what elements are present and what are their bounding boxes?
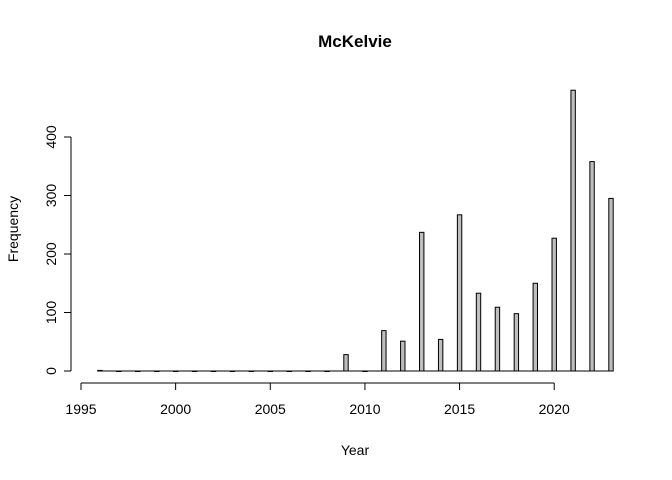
bar-2015 [456, 214, 463, 372]
x-tick-label-2015: 2015 [444, 401, 475, 417]
x-tick-label-1995: 1995 [65, 401, 96, 417]
y-tick-label-400: 400 [43, 125, 59, 149]
x-tick-label-2005: 2005 [255, 401, 286, 417]
bar-2018 [513, 313, 520, 372]
bar-2019 [532, 282, 538, 372]
y-axis-ticks: 0 100 200 300 400 [43, 125, 71, 375]
x-axis-label: Year [341, 442, 370, 458]
y-tick-label-100: 100 [43, 301, 59, 325]
y-tick-label-0: 0 [43, 367, 59, 375]
y-tick-label-300: 300 [43, 184, 59, 208]
bar-2023 [608, 197, 614, 372]
bar-2011 [381, 330, 387, 372]
x-tick-label-2020: 2020 [539, 401, 570, 417]
bar-2014 [437, 338, 444, 372]
plot-area [97, 89, 614, 372]
bar-2009 [343, 354, 349, 372]
bar-2012 [400, 340, 406, 372]
x-tick-label-2000: 2000 [160, 401, 191, 417]
bar-2022 [589, 161, 595, 372]
y-axis-label: Frequency [5, 196, 21, 262]
bar-2021 [570, 89, 576, 372]
x-axis-ticks: 1995 2000 2005 2010 2015 2020 [65, 383, 570, 417]
x-tick-label-2010: 2010 [349, 401, 380, 417]
chart-title: McKelvie [318, 32, 392, 51]
bar-2017 [494, 306, 501, 372]
y-tick-label-200: 200 [43, 242, 59, 266]
bar-2016 [475, 292, 482, 372]
bar-2020 [551, 237, 557, 372]
bar-2013 [419, 231, 425, 372]
